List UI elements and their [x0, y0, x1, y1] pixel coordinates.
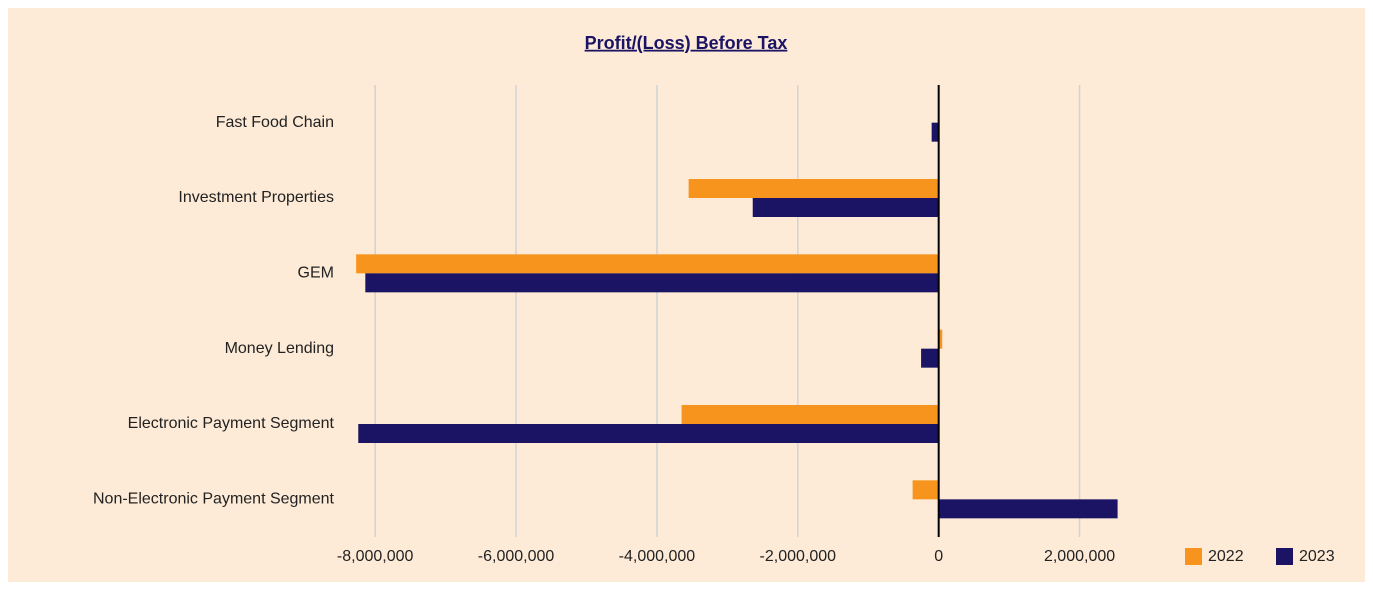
y-tick-label: Fast Food Chain [216, 114, 334, 131]
x-tick-label: 0 [934, 548, 943, 565]
chart-background [8, 8, 1365, 582]
x-tick-label: -6,000,000 [478, 548, 555, 565]
bar [358, 424, 939, 443]
bar [921, 348, 939, 368]
y-tick-label: Electronic Payment Segment [128, 415, 335, 432]
x-tick-label: -4,000,000 [619, 548, 696, 565]
x-tick-label: -2,000,000 [760, 548, 837, 565]
legend-label: 2022 [1208, 548, 1244, 565]
y-tick-label: GEM [298, 265, 334, 282]
bar [365, 273, 939, 293]
bar [681, 405, 939, 424]
x-tick-label: 2,000,000 [1044, 548, 1115, 565]
bar [688, 179, 939, 198]
x-tick-label: -8,000,000 [337, 548, 414, 565]
bar [931, 122, 939, 142]
legend-label: 2023 [1299, 548, 1335, 565]
y-tick-label: Money Lending [225, 340, 334, 357]
bar [938, 329, 943, 349]
legend-swatch [1276, 548, 1293, 565]
bar [912, 480, 939, 500]
bar [356, 254, 939, 274]
y-tick-label: Investment Properties [178, 189, 334, 206]
chart-title: Profit/(Loss) Before Tax [585, 33, 788, 53]
legend-swatch [1185, 548, 1202, 565]
bar [938, 499, 1118, 519]
y-tick-label: Non-Electronic Payment Segment [93, 491, 335, 508]
bar [752, 198, 939, 217]
